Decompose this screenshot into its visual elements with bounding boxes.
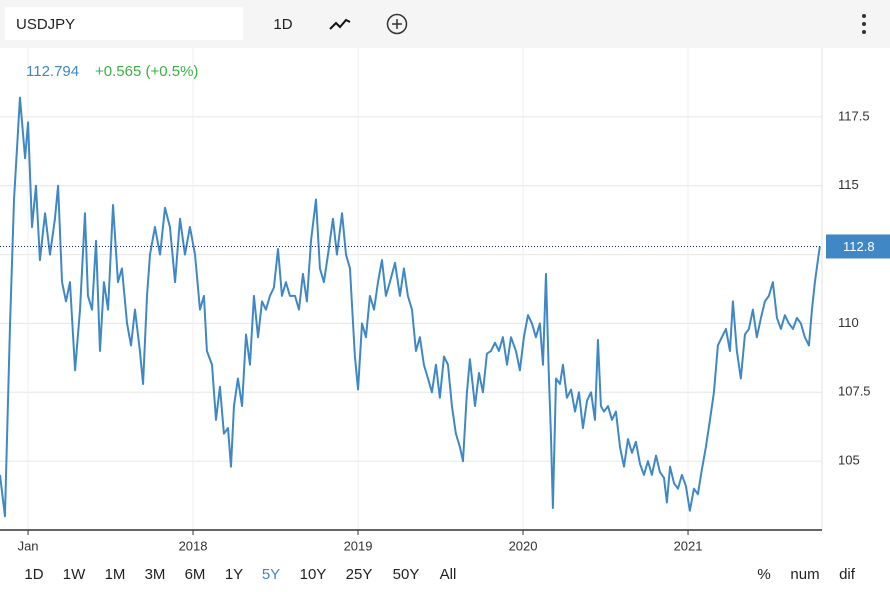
y-tick-label: 105	[838, 453, 860, 468]
range-button[interactable]: 5Y	[262, 566, 280, 583]
range-button[interactable]: All	[440, 566, 457, 583]
range-bar: 1D 1W 1M 3M 6M 1Y 5Y 10Y 25Y 50Y All% num dif	[24, 566, 855, 583]
current-price: 112.794	[26, 63, 79, 80]
symbol[interactable]: USDJPY	[16, 16, 75, 33]
mode-button[interactable]: num	[790, 566, 819, 583]
y-tick-label: 117.5	[838, 108, 870, 123]
y-tick-label: 107.5	[838, 384, 871, 399]
current-price-box	[826, 234, 890, 259]
range-button[interactable]: 1M	[105, 566, 126, 583]
price-change: +0.565 (+0.5%)	[95, 63, 198, 80]
range-button[interactable]: 50Y	[393, 566, 420, 583]
range-button[interactable]: 10Y	[300, 566, 327, 583]
x-tick-label: 2021	[674, 538, 703, 553]
x-tick-label: 2019	[344, 538, 373, 553]
interval[interactable]: 1D	[273, 16, 292, 33]
range-button[interactable]: 3M	[145, 566, 166, 583]
symbol-input[interactable]	[5, 7, 243, 40]
y-tick-label: 115	[838, 177, 859, 192]
range-button[interactable]: 25Y	[346, 566, 373, 583]
mode-button[interactable]: dif	[839, 566, 856, 583]
current-price-label: 112.8	[843, 239, 875, 254]
x-tick-label: 2018	[179, 538, 208, 553]
x-tick-label: Jan	[18, 538, 39, 553]
mode-button[interactable]: %	[757, 566, 770, 583]
range-button[interactable]: 1Y	[225, 566, 243, 583]
plot: 105107.5110112.5115117.5Jan2018201920202…	[0, 48, 890, 553]
price-line	[0, 96, 821, 518]
x-tick-label: 2020	[509, 538, 538, 553]
chart-type-icon[interactable]	[329, 18, 351, 30]
range-button[interactable]: 1D	[24, 566, 43, 583]
y-tick-label: 110	[838, 315, 859, 330]
add-icon[interactable]	[386, 13, 408, 35]
range-button[interactable]: 1W	[63, 566, 86, 583]
range-button[interactable]: 6M	[185, 566, 206, 583]
menu-icon[interactable]	[862, 14, 866, 34]
